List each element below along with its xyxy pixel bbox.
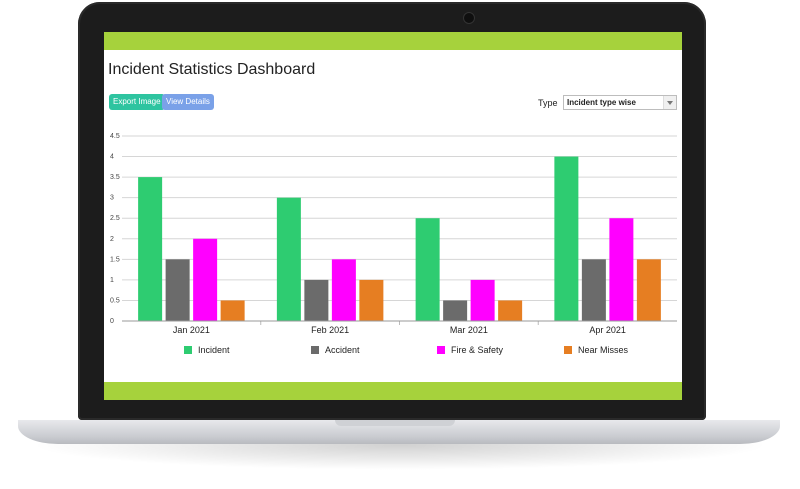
type-select-value: Incident type wise xyxy=(567,98,636,107)
type-select[interactable]: Incident type wise xyxy=(563,95,677,110)
camera-icon xyxy=(463,12,475,24)
legend-swatch xyxy=(437,346,445,354)
bar-fire-safety-2[interactable] xyxy=(470,279,495,321)
legend-label: Fire & Safety xyxy=(451,345,504,355)
bar-near-misses-1[interactable] xyxy=(359,279,384,321)
x-tick-label: Feb 2021 xyxy=(311,325,349,335)
export-image-button[interactable]: Export Image xyxy=(109,94,165,110)
bar-incident-1[interactable] xyxy=(276,197,301,321)
y-tick-label: 2 xyxy=(110,236,114,243)
bar-incident-0[interactable] xyxy=(138,177,163,321)
chevron-down-icon[interactable] xyxy=(663,96,676,109)
bar-accident-1[interactable] xyxy=(304,279,329,321)
legend-label: Near Misses xyxy=(578,345,629,355)
bar-accident-0[interactable] xyxy=(165,259,190,321)
y-tick-label: 4.5 xyxy=(110,133,120,140)
legend-item-near-misses[interactable]: Near Misses xyxy=(564,345,628,355)
chart-legend: Incident Accident Fire & Safety Near Misses xyxy=(104,345,682,359)
legend-item-accident[interactable]: Accident xyxy=(311,345,360,355)
page-title: Incident Statistics Dashboard xyxy=(108,61,316,78)
bar-fire-safety-1[interactable] xyxy=(331,259,356,321)
x-tick-label: Jan 2021 xyxy=(173,325,210,335)
y-tick-label: 0.5 xyxy=(110,297,120,304)
bar-near-misses-0[interactable] xyxy=(220,300,245,321)
type-label: Type xyxy=(538,98,558,108)
bar-accident-2[interactable] xyxy=(443,300,468,321)
bar-near-misses-3[interactable] xyxy=(636,259,661,321)
y-tick-label: 0 xyxy=(110,318,114,325)
y-tick-label: 4 xyxy=(110,154,114,161)
y-tick-label: 3.5 xyxy=(110,174,120,181)
bar-near-misses-2[interactable] xyxy=(498,300,523,321)
legend-swatch xyxy=(184,346,192,354)
view-details-button[interactable]: View Details xyxy=(162,94,214,110)
legend-label: Incident xyxy=(198,345,230,355)
y-tick-label: 1 xyxy=(110,277,114,284)
legend-swatch xyxy=(564,346,572,354)
bar-fire-safety-0[interactable] xyxy=(193,238,218,321)
bar-incident-2[interactable] xyxy=(415,218,440,321)
laptop-base-notch xyxy=(335,420,455,426)
legend-swatch xyxy=(311,346,319,354)
x-tick-label: Mar 2021 xyxy=(450,325,488,335)
dashboard-screen: Incident Statistics Dashboard Export Ima… xyxy=(104,32,682,400)
bar-incident-3[interactable] xyxy=(554,156,579,321)
legend-item-incident[interactable]: Incident xyxy=(184,345,230,355)
y-tick-label: 2.5 xyxy=(110,215,120,222)
header-bar xyxy=(104,32,682,50)
legend-label: Accident xyxy=(325,345,360,355)
x-tick-label: Apr 2021 xyxy=(589,325,626,335)
bar-accident-3[interactable] xyxy=(581,259,606,321)
bar-fire-safety-3[interactable] xyxy=(609,218,634,321)
bar-chart: 0 0.5 1 1.5 2 2.5 3 3.5 4 4.5 Jan 2021 Feb 2021 Mar … xyxy=(110,133,677,335)
legend-item-fire-safety[interactable]: Fire & Safety xyxy=(437,345,503,355)
y-tick-label: 1.5 xyxy=(110,256,120,263)
footer-bar xyxy=(104,382,682,400)
y-tick-label: 3 xyxy=(110,195,114,202)
